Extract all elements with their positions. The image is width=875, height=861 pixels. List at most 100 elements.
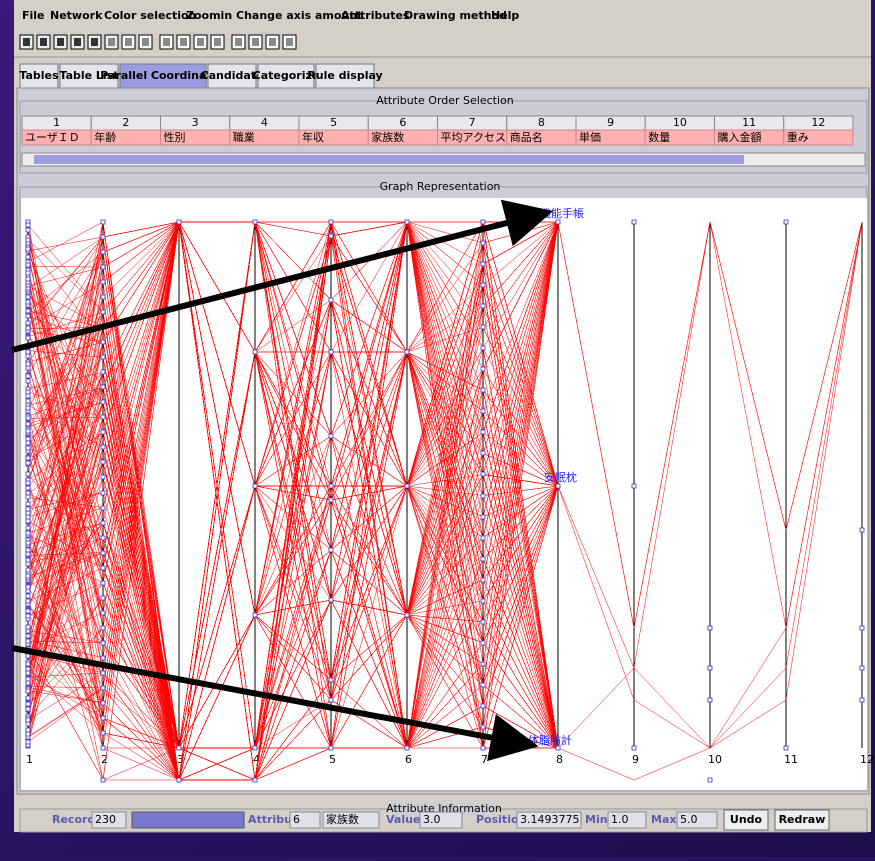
field[interactable] bbox=[419, 811, 463, 829]
field[interactable] bbox=[676, 811, 718, 829]
panel-title: Attribute Order Selection bbox=[376, 94, 514, 107]
axis-point bbox=[25, 727, 31, 733]
axis-label: 4 bbox=[253, 753, 260, 766]
axis-point bbox=[480, 682, 486, 688]
axis-label: 10 bbox=[708, 753, 722, 766]
axis-point bbox=[25, 638, 31, 644]
axis-point bbox=[480, 282, 486, 288]
axis-point bbox=[25, 598, 31, 604]
axis-point bbox=[25, 415, 31, 421]
axis-point bbox=[100, 745, 106, 751]
attribute-name: 購入金額 bbox=[718, 130, 762, 144]
field[interactable] bbox=[289, 811, 321, 829]
axis-point bbox=[25, 588, 31, 594]
menu-item[interactable]: Drawing method bbox=[404, 9, 507, 22]
axis-point bbox=[100, 640, 106, 646]
field[interactable] bbox=[607, 811, 647, 829]
axis-point bbox=[25, 325, 31, 331]
axis-label: 2 bbox=[101, 753, 108, 766]
menu-item[interactable]: Color selection bbox=[104, 9, 196, 22]
column-number: 12 bbox=[811, 116, 825, 129]
axis-point bbox=[25, 573, 31, 579]
axis-point bbox=[25, 436, 31, 442]
axis-point bbox=[25, 506, 31, 512]
attribute-name: 性別 bbox=[164, 130, 186, 144]
axis-point bbox=[25, 613, 31, 619]
axis-point bbox=[100, 505, 106, 511]
button[interactable] bbox=[774, 809, 830, 831]
axis-point bbox=[25, 270, 31, 276]
axis-point bbox=[328, 497, 334, 503]
toolbar bbox=[19, 34, 297, 50]
icon bbox=[108, 38, 115, 46]
axis-point bbox=[328, 433, 334, 439]
button[interactable] bbox=[723, 809, 769, 831]
icon bbox=[252, 38, 259, 46]
axis-point bbox=[328, 233, 334, 239]
field-label: Position bbox=[476, 813, 526, 826]
tab[interactable] bbox=[119, 63, 207, 89]
field-label: Value bbox=[386, 813, 420, 826]
attribute-name: ユーザＩＤ bbox=[25, 131, 80, 144]
axis-point bbox=[25, 653, 31, 659]
menu-item[interactable]: File bbox=[22, 9, 45, 22]
axis-point bbox=[100, 264, 106, 270]
axis-point bbox=[25, 445, 31, 451]
column-number: 7 bbox=[469, 116, 476, 129]
menu-item[interactable]: Zoomin bbox=[186, 9, 232, 22]
axis-point bbox=[404, 483, 410, 489]
axis-point bbox=[25, 222, 31, 228]
axis-point bbox=[480, 471, 486, 477]
icon bbox=[91, 38, 98, 46]
axis-point bbox=[25, 393, 31, 399]
axis-point bbox=[25, 471, 31, 477]
tab[interactable] bbox=[257, 63, 315, 89]
axis-point bbox=[100, 715, 106, 721]
menu-item[interactable]: Atttributes bbox=[341, 9, 410, 22]
axis-point bbox=[100, 520, 106, 526]
attribute-name: 年齢 bbox=[94, 130, 116, 144]
axis-point bbox=[252, 745, 258, 751]
menu-item[interactable]: Change axis amount bbox=[236, 9, 362, 22]
field-value: 6 bbox=[293, 813, 300, 826]
axis-point bbox=[480, 303, 486, 309]
axis-point bbox=[555, 745, 561, 751]
field[interactable] bbox=[91, 811, 127, 829]
tab[interactable] bbox=[59, 63, 119, 89]
axis-point bbox=[252, 219, 258, 225]
axis-point bbox=[480, 324, 486, 330]
axis-point bbox=[25, 540, 31, 546]
attribute-name: 商品名 bbox=[510, 130, 543, 144]
field[interactable] bbox=[516, 811, 582, 829]
value-label: 体脂肪計 bbox=[528, 733, 572, 747]
axis-point bbox=[707, 777, 713, 783]
tab[interactable] bbox=[19, 63, 59, 89]
attribute-name: 重み bbox=[787, 130, 809, 144]
axis-point bbox=[25, 365, 31, 371]
scroll-thumb[interactable] bbox=[34, 155, 744, 164]
menu-item[interactable]: Help bbox=[491, 9, 519, 22]
axis-point bbox=[25, 680, 31, 686]
axis-point bbox=[25, 584, 31, 590]
cell[interactable] bbox=[783, 129, 854, 146]
axis-point bbox=[100, 384, 106, 390]
axis-point bbox=[25, 460, 31, 466]
axis-point bbox=[631, 219, 637, 225]
axis-point bbox=[100, 625, 106, 631]
menu-item[interactable]: Network bbox=[50, 9, 103, 22]
axis-point bbox=[25, 706, 31, 712]
column-number: 9 bbox=[607, 116, 614, 129]
axis-point bbox=[404, 745, 410, 751]
axis-point bbox=[328, 677, 334, 683]
field[interactable] bbox=[322, 811, 380, 829]
axis-point bbox=[100, 414, 106, 420]
axis-point bbox=[100, 279, 106, 285]
axis-point bbox=[631, 483, 637, 489]
axis-point bbox=[404, 349, 410, 355]
icon bbox=[286, 38, 293, 46]
axis-point bbox=[100, 565, 106, 571]
column-number: 2 bbox=[122, 116, 129, 129]
axis-label: 8 bbox=[556, 753, 563, 766]
